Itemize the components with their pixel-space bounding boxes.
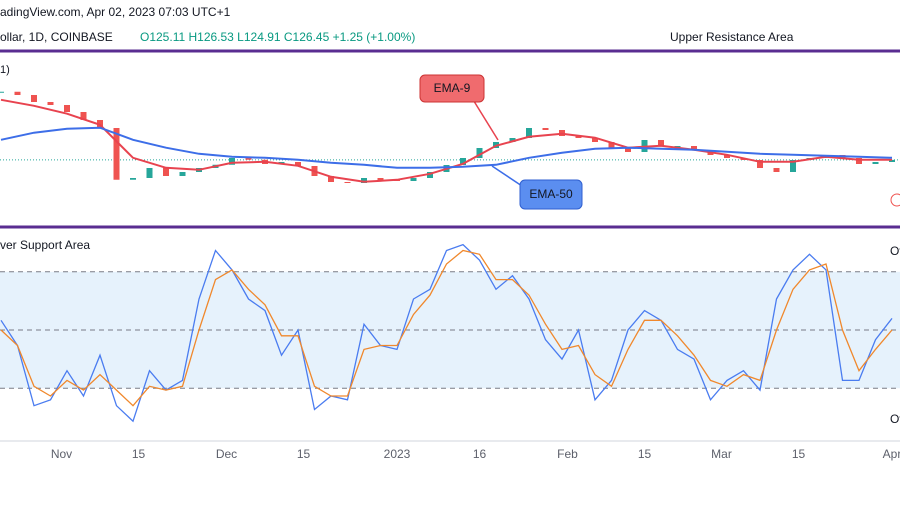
x-tick-label: Nov <box>51 447 72 461</box>
symbol: ollar, 1D, COINBASE <box>0 30 113 44</box>
candle-body <box>460 158 466 165</box>
candle-body <box>757 160 763 168</box>
ema50-label: EMA-50 <box>529 187 573 201</box>
candle-body <box>575 136 582 138</box>
candle-body <box>542 128 549 130</box>
candle-body <box>674 146 681 147</box>
candle-body <box>724 155 730 158</box>
stoch-line <box>0 249 893 407</box>
candle-body <box>608 142 615 148</box>
x-tick-label: 15 <box>638 447 652 461</box>
x-tick-label: 16 <box>473 447 487 461</box>
ohlc: O125.11 H126.53 L124.91 C126.45 +1.25 (+… <box>140 30 415 44</box>
ob-label: Ov <box>890 244 900 258</box>
candle-body <box>361 178 367 183</box>
candle-body <box>790 160 796 172</box>
candle-body <box>163 168 169 176</box>
os-label: Ov <box>890 412 900 426</box>
plot: Nov 15 Dec 15 2023 16 Feb 15 Mar 15 Apr <box>0 91 900 461</box>
candle-body <box>773 168 780 172</box>
x-tick-label: 15 <box>132 447 146 461</box>
candle-body <box>64 105 70 112</box>
candle-body <box>410 178 417 181</box>
candle-body <box>130 178 136 180</box>
candle-body <box>625 148 631 152</box>
x-tick-label: 15 <box>792 447 806 461</box>
candle-body <box>80 112 87 120</box>
candle-body <box>31 95 37 102</box>
candle-body <box>476 148 483 158</box>
candle-body <box>509 138 516 142</box>
candle-body <box>427 172 433 178</box>
ema9-callout <box>419 74 485 103</box>
candle-body <box>658 140 664 146</box>
candle-body <box>229 158 235 165</box>
alert-icon <box>890 193 900 207</box>
candle-body <box>344 182 351 183</box>
candle-body <box>872 162 879 164</box>
candle-body <box>0 91 4 93</box>
candle-body <box>245 158 252 160</box>
candle-body <box>113 128 120 180</box>
x-tick-label: Feb <box>557 447 578 461</box>
x-tick-label: 2023 <box>384 447 411 461</box>
candle-body <box>889 159 895 162</box>
candle-body <box>146 168 153 178</box>
ema-line <box>0 126 893 169</box>
x-tick-label: 15 <box>297 447 311 461</box>
ema9-label: EMA-9 <box>434 81 471 95</box>
ema-line <box>0 98 892 183</box>
candle-body <box>691 146 697 150</box>
header-source: adingView.com, Apr 02, 2023 07:03 UTC+1 <box>0 5 231 19</box>
ema9-pointer <box>471 97 499 141</box>
candle-body <box>295 162 301 166</box>
candle-body <box>14 91 21 95</box>
candle-body <box>592 138 598 142</box>
resistance-label: Upper Resistance Area <box>670 30 794 44</box>
candle-body <box>328 176 334 182</box>
pane-label: 1) <box>0 64 10 76</box>
candle-body <box>526 128 532 138</box>
stoch-line <box>0 243 893 423</box>
candle-body <box>856 158 862 164</box>
candle-body <box>377 178 384 180</box>
ema50-callout <box>519 179 583 210</box>
x-tick-label: Apr <box>883 447 900 461</box>
candle-body <box>47 102 54 105</box>
ema50-pointer <box>491 165 523 187</box>
x-tick-label: Mar <box>711 447 732 461</box>
support-label: ver Support Area <box>0 238 90 252</box>
candle-body <box>179 172 186 176</box>
x-tick-label: Dec <box>216 447 237 461</box>
